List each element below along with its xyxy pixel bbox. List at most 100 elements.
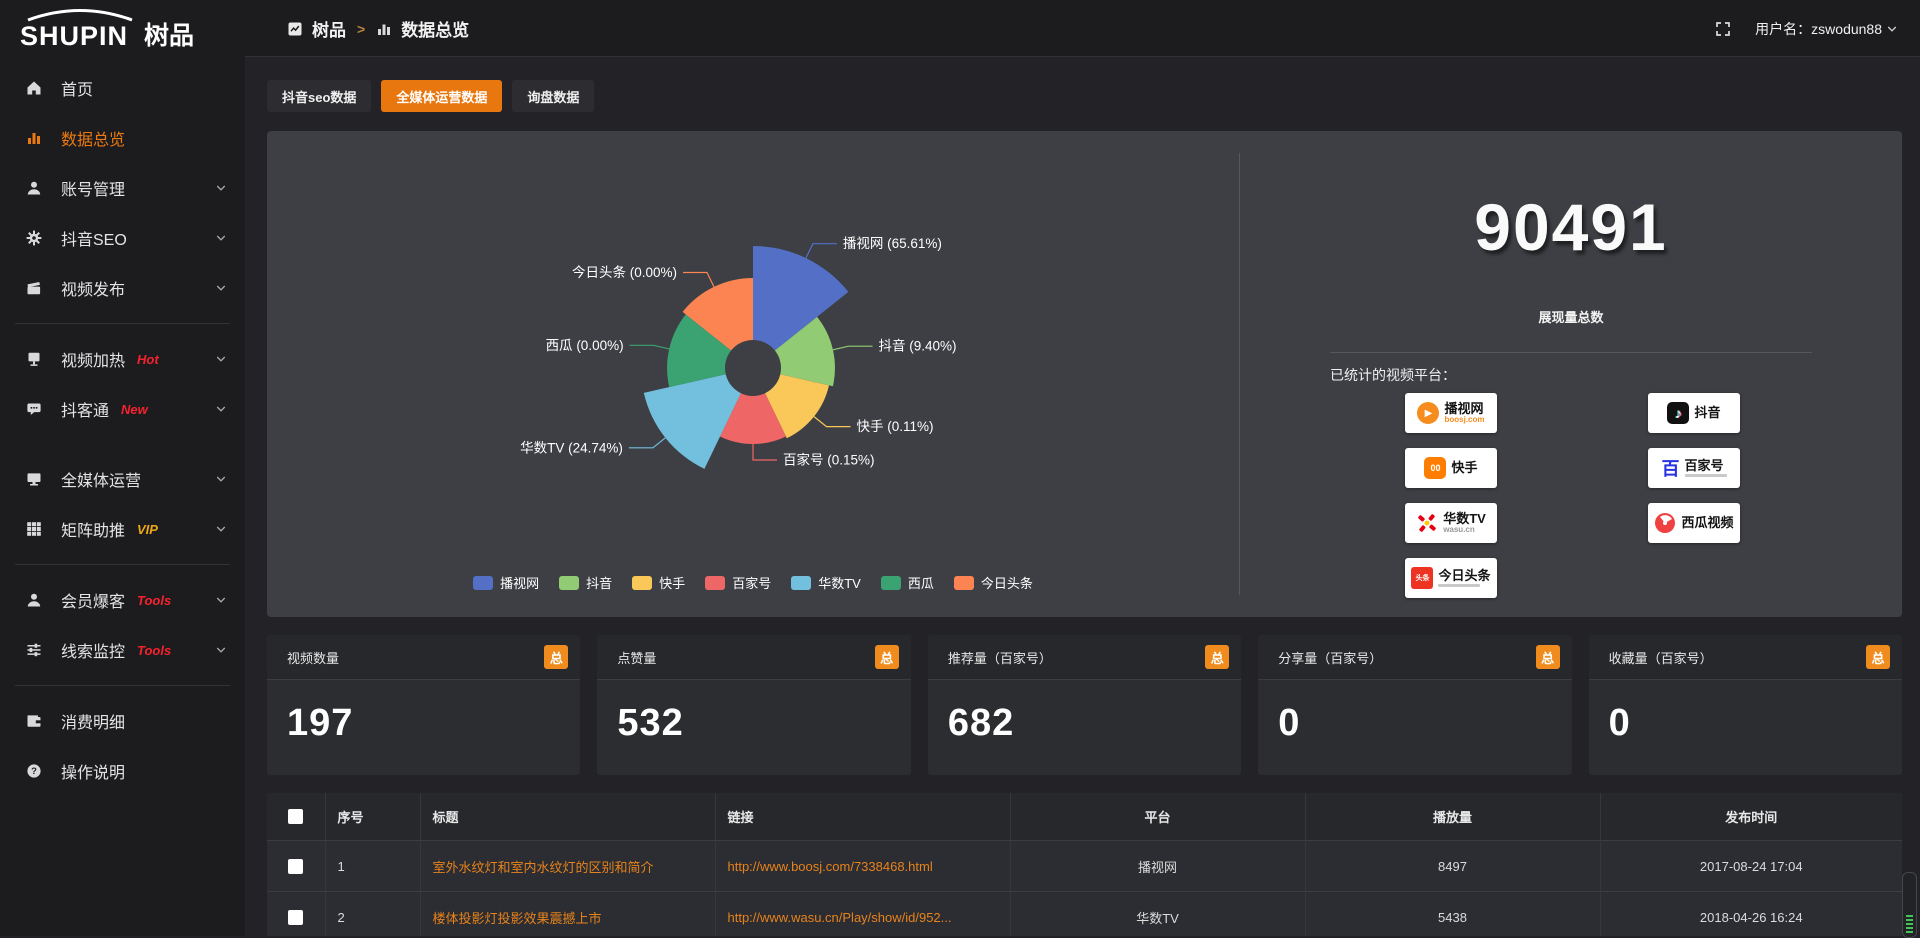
- platform-name-label: 抖音: [1694, 405, 1721, 421]
- cell-platform: 播视网: [1009, 840, 1305, 892]
- row-checkbox[interactable]: [288, 858, 304, 874]
- platforms-label: 已统计的视频平台：: [1330, 367, 1456, 383]
- pie-slice-3[interactable]: [720, 393, 786, 445]
- sidebar-item-badge: Tools: [137, 642, 172, 658]
- breadcrumb-root[interactable]: 树品: [312, 21, 346, 40]
- legend-swatch: [953, 575, 974, 590]
- row-select-cell: [267, 840, 325, 892]
- column-header-发布时间[interactable]: 发布时间: [1599, 793, 1902, 841]
- legend-item-华数TV[interactable]: 华数TV: [791, 573, 861, 592]
- stat-cards: 视频数量 总 197 点赞量 总 532 推荐量（百家号） 总 682 分享量（…: [267, 635, 1903, 775]
- sidebar-item-会员爆客[interactable]: 会员爆客 Tools: [0, 575, 245, 625]
- legend-item-西瓜[interactable]: 西瓜: [880, 573, 934, 592]
- sidebar-item-消费明细[interactable]: 消费明细: [0, 696, 245, 746]
- platform-name-label: 西瓜视频: [1681, 515, 1734, 531]
- total-badge[interactable]: 总: [1535, 645, 1560, 669]
- platform-tagline-bar: [1438, 584, 1481, 588]
- sidebar-menu: 首页 数据总览 账号管理 抖音SEO 视频发布视频加热 Hot 抖客通 New 全媒体运营 矩阵助…: [0, 63, 245, 796]
- fullscreen-icon[interactable]: [1715, 21, 1731, 37]
- legend-item-百家号[interactable]: 百家号: [705, 573, 771, 592]
- pie-label: 今日头条 (0.00%): [572, 264, 677, 280]
- sidebar-item-badge: Hot: [137, 351, 159, 367]
- sidebar-item-首页[interactable]: 首页: [0, 63, 245, 113]
- platform-badge-华数TV: 华数TV wasu.cn: [1405, 503, 1497, 543]
- platform-sub-label: boosj.com: [1444, 414, 1485, 424]
- platform-badge-西瓜视频: 西瓜视频: [1648, 503, 1740, 543]
- sidebar-item-矩阵助推[interactable]: 矩阵助推 VIP: [0, 504, 245, 554]
- sidebar-item-label: 操作说明: [61, 765, 126, 782]
- video-url-link[interactable]: http://www.boosj.com/7338468.html: [727, 858, 933, 874]
- column-header-链接[interactable]: 链接: [714, 793, 1010, 841]
- table-row: 2 楼体投影灯投影效果震撼上市 http://www.wasu.cn/Play/…: [267, 891, 1902, 936]
- chart-bar-icon: [26, 130, 46, 146]
- overview-panel: 播视网 (65.61%) 抖音 (9.40%) 快手 (0.11%) 百家号 (0.1…: [267, 131, 1902, 617]
- sidebar-item-badge: Tools: [137, 592, 172, 608]
- pie-slice-5[interactable]: [667, 314, 732, 388]
- legend-swatch: [791, 575, 812, 590]
- pie-slice-6[interactable]: [682, 278, 753, 351]
- pie-label-line: [832, 345, 873, 351]
- sidebar-item-抖音SEO[interactable]: 抖音SEO: [0, 213, 245, 263]
- column-header-标题[interactable]: 标题: [419, 793, 715, 841]
- chevron-down-icon: [215, 523, 227, 535]
- legend-item-今日头条[interactable]: 今日头条: [953, 573, 1033, 592]
- column-header-平台[interactable]: 平台: [1009, 793, 1305, 841]
- legend-swatch: [880, 575, 901, 590]
- pie-slice-0[interactable]: [753, 246, 849, 351]
- total-badge[interactable]: 总: [874, 645, 899, 669]
- legend-label: 抖音: [586, 576, 613, 591]
- app-logo[interactable]: SHUPIN 树品: [18, 7, 208, 56]
- legend-label: 快手: [659, 576, 686, 591]
- platform-sub-label: wasu.cn: [1443, 524, 1475, 534]
- total-impressions-label: 展现量总数: [1538, 310, 1604, 325]
- sidebar-item-视频发布[interactable]: 视频发布: [0, 263, 245, 313]
- column-header-播放量[interactable]: 播放量: [1304, 793, 1600, 841]
- cell-time: 2018-04-26 16:24: [1599, 891, 1902, 936]
- sidebar-item-抖客通[interactable]: 抖客通 New: [0, 384, 245, 434]
- video-title-link[interactable]: 室外水纹灯和室内水纹灯的区别和简介: [432, 859, 654, 875]
- chevron-down-icon: [215, 644, 227, 656]
- summary-section: 90491 展现量总数 已统计的视频平台： ▶ 播视网 boosj.com ♪ 抖音 00…: [1240, 131, 1902, 617]
- sidebar-item-视频加热[interactable]: 视频加热 Hot: [0, 334, 245, 384]
- tab-抖音seo数据[interactable]: 抖音seo数据: [267, 80, 372, 112]
- video-url-link[interactable]: http://www.wasu.cn/Play/show/id/952...: [727, 909, 952, 925]
- sidebar-item-label: 线索监控: [61, 644, 126, 661]
- sidebar-item-全媒体运营[interactable]: 全媒体运营: [0, 454, 245, 504]
- pie-slice-2[interactable]: [765, 374, 829, 439]
- breadcrumb-separator-icon: >: [357, 20, 366, 37]
- stat-card-value: 682: [947, 702, 1015, 744]
- sidebar-item-数据总览[interactable]: 数据总览: [0, 113, 245, 163]
- legend-item-快手[interactable]: 快手: [632, 573, 685, 592]
- pie-slice-4[interactable]: [643, 374, 741, 469]
- legend-label: 西瓜: [907, 576, 934, 591]
- pie-label-line: [813, 416, 851, 428]
- row-checkbox[interactable]: [288, 909, 304, 925]
- pie-label: 抖音 (9.40%): [879, 338, 957, 354]
- user-menu[interactable]: 用户名：zswodun88: [1755, 19, 1898, 39]
- video-title-link[interactable]: 楼体投影灯投影效果震撼上市: [432, 910, 602, 926]
- scrollbar-widget[interactable]: [1902, 872, 1917, 938]
- chevron-down-icon: [215, 403, 227, 415]
- tab-全媒体运营数据[interactable]: 全媒体运营数据: [381, 80, 503, 112]
- cell-no: 2: [324, 891, 420, 936]
- stat-card-header: 收藏量（百家号） 总: [1588, 635, 1903, 680]
- platform-badge-抖音: ♪ 抖音: [1648, 393, 1740, 433]
- chevron-down-icon: [215, 473, 227, 485]
- cell-no: 1: [324, 840, 420, 892]
- legend-item-抖音[interactable]: 抖音: [559, 573, 612, 592]
- total-badge[interactable]: 总: [1866, 645, 1891, 669]
- sidebar-item-操作说明[interactable]: ? 操作说明: [0, 746, 245, 796]
- select-all-checkbox[interactable]: [288, 809, 304, 824]
- wasu-logo-icon: [1418, 514, 1437, 532]
- xigua-logo-icon: [1655, 513, 1676, 533]
- sidebar-item-线索监控[interactable]: 线索监控 Tools: [0, 625, 245, 675]
- total-badge[interactable]: 总: [1205, 645, 1230, 669]
- legend-swatch: [473, 575, 494, 590]
- sidebar-item-账号管理[interactable]: 账号管理: [0, 163, 245, 213]
- pie-slice-1[interactable]: [774, 316, 835, 387]
- breadcrumb-current[interactable]: 数据总览: [401, 21, 470, 40]
- column-header-序号[interactable]: 序号: [324, 793, 420, 841]
- tab-询盘数据[interactable]: 询盘数据: [512, 80, 595, 112]
- legend-item-播视网[interactable]: 播视网: [473, 573, 539, 592]
- total-badge[interactable]: 总: [544, 645, 569, 669]
